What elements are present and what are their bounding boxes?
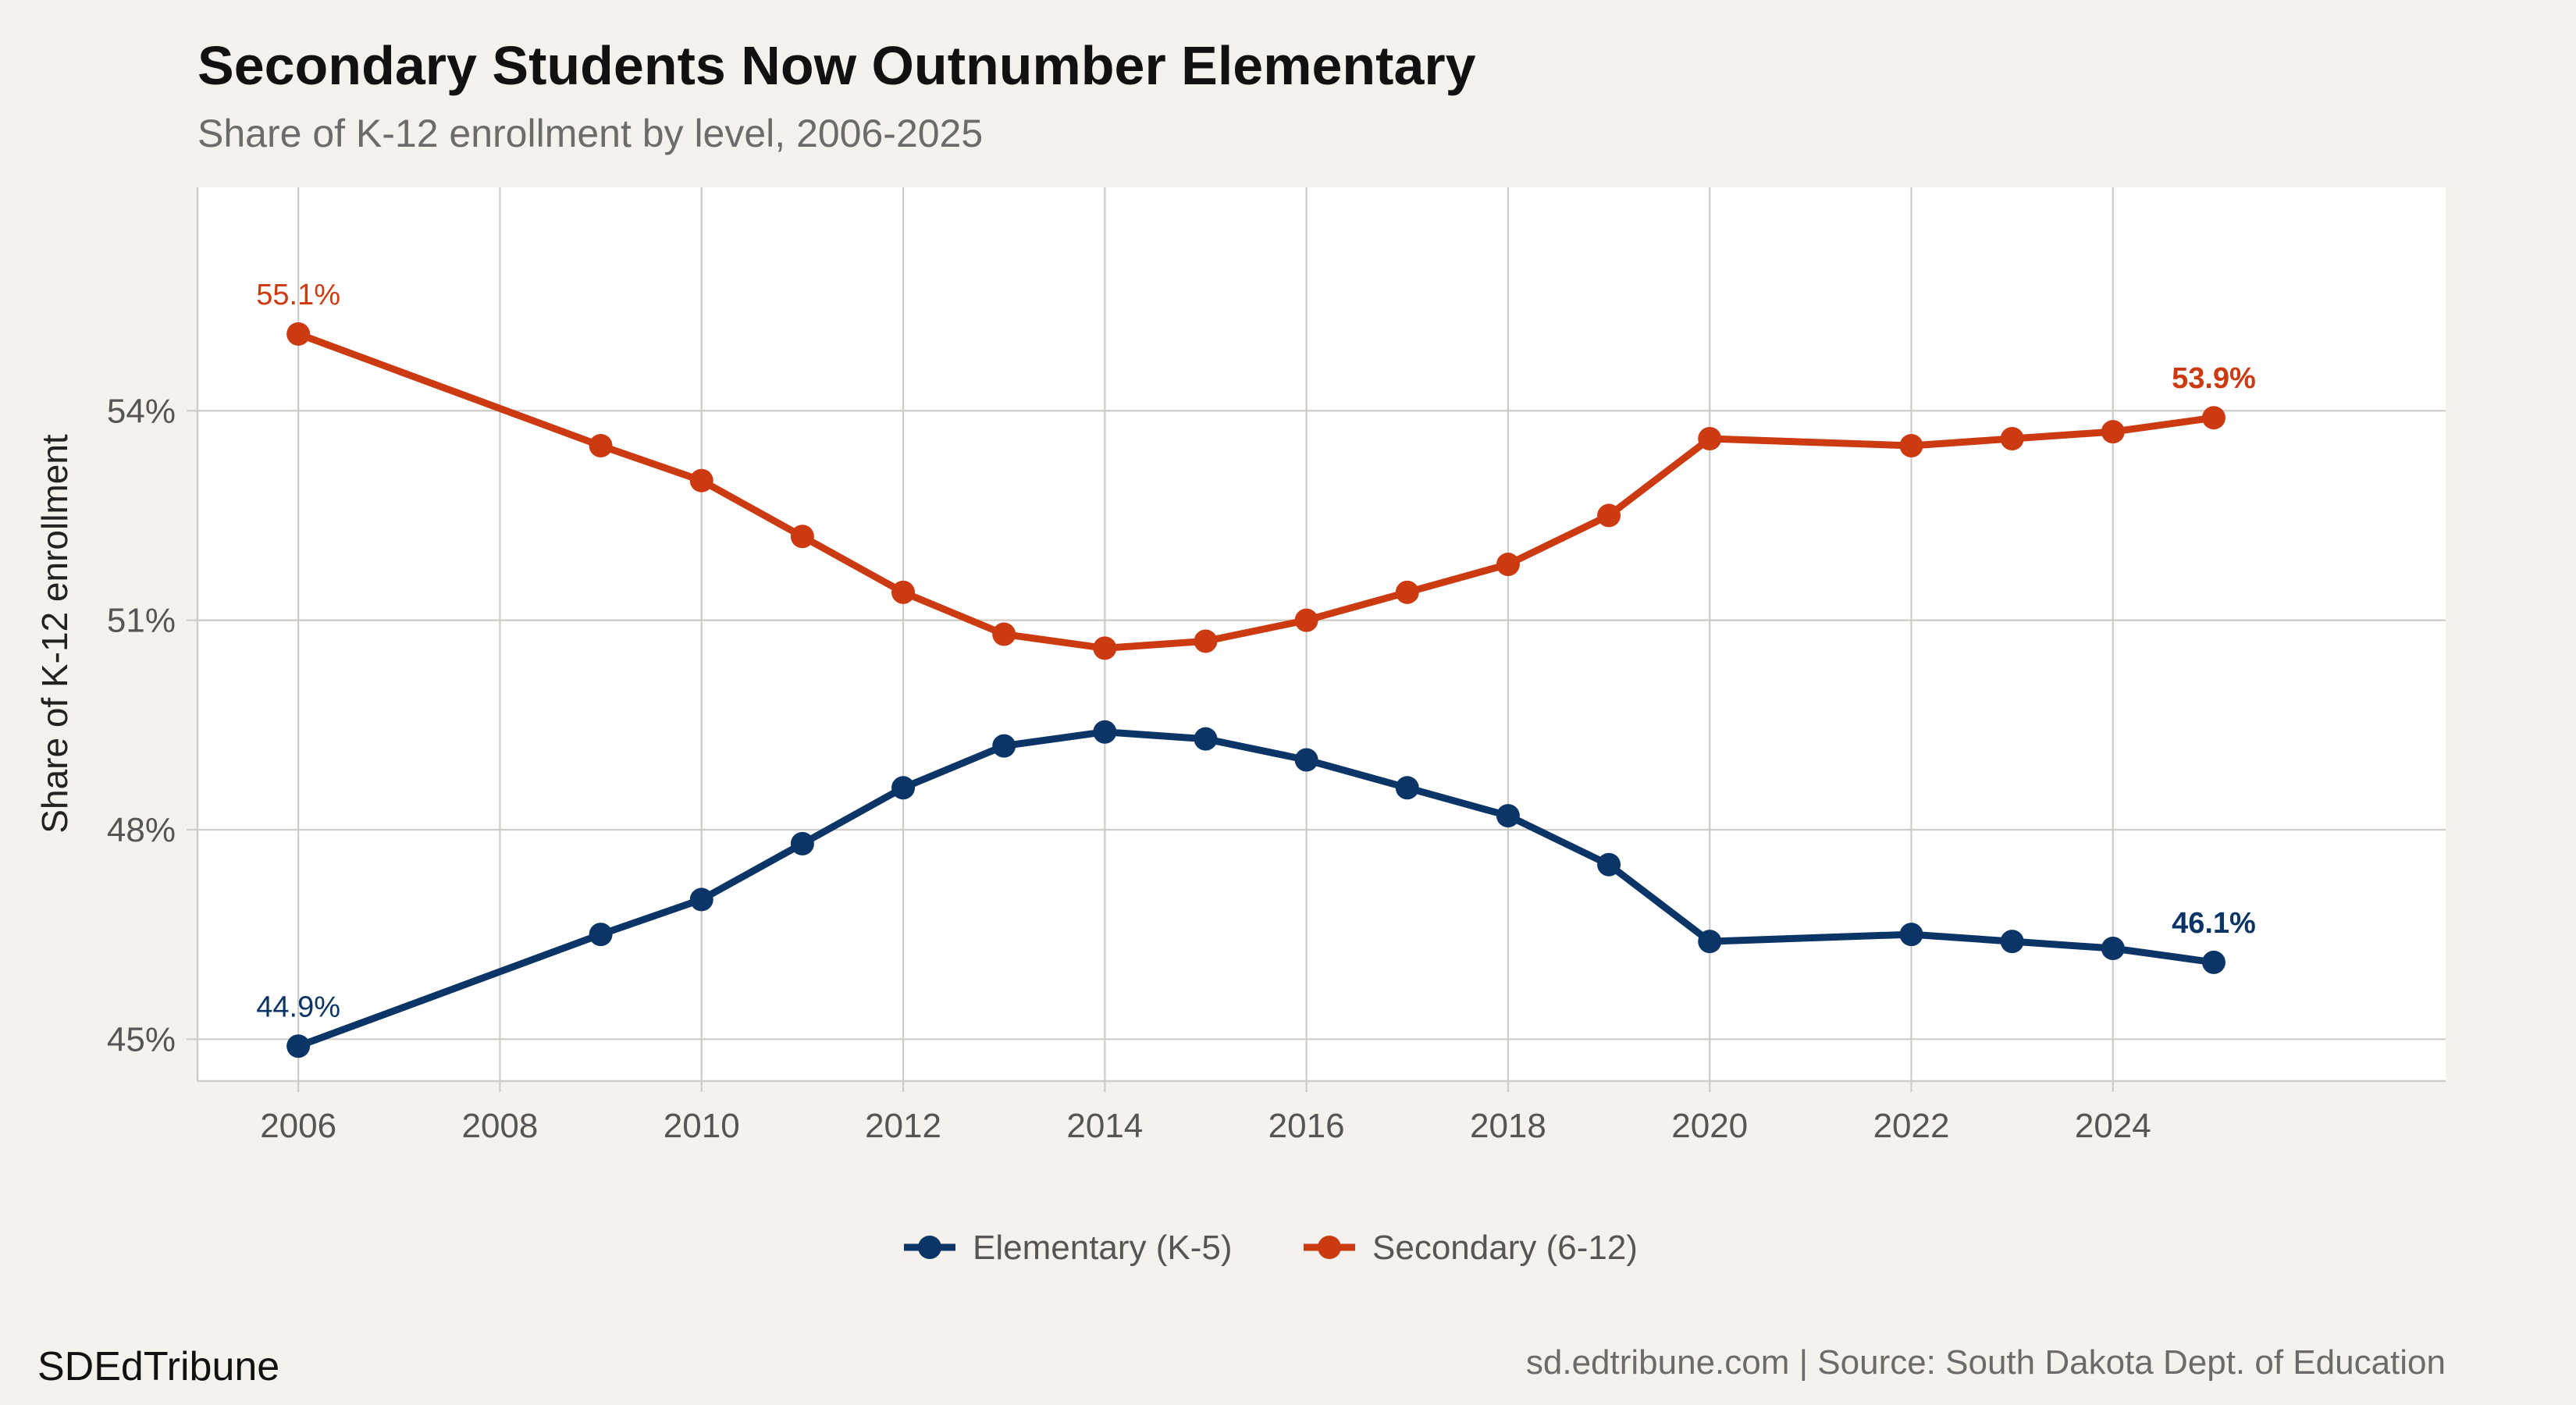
series-point-1	[1395, 580, 1419, 604]
series-point-0	[1294, 748, 1318, 772]
brand-name: SDEdTribune	[37, 1344, 279, 1389]
series-point-1	[1597, 503, 1621, 528]
series-point-1	[2101, 420, 2125, 444]
series-point-1	[1698, 427, 1722, 451]
series-point-0	[1899, 923, 1923, 947]
axes: 2006 2008 2010 2012 2014 2016 2018 2020 2022 2024…	[107, 187, 2446, 1145]
x-tick-label: 2012	[865, 1107, 941, 1145]
series-point-0	[589, 923, 613, 947]
x-tick-label: 2020	[1671, 1107, 1748, 1145]
series-point-0	[1093, 720, 1117, 744]
x-tick-label: 2014	[1066, 1107, 1143, 1145]
series-point-1	[1899, 433, 1923, 457]
data-labels: 44.9% 46.1% 55.1% 53.9%	[256, 279, 2256, 1023]
plot-panel	[197, 187, 2446, 1081]
x-tick-label: 2008	[461, 1107, 538, 1145]
data-label: 46.1%	[2172, 907, 2256, 940]
series-point-0	[689, 887, 713, 912]
series-point-1	[790, 525, 814, 549]
y-tick-label: 48%	[107, 811, 176, 849]
series-point-1	[1194, 629, 1218, 653]
series-point-1	[589, 433, 613, 457]
legend-label: Elementary (K-5)	[973, 1229, 1233, 1267]
series-point-1	[1496, 553, 1520, 577]
series-point-0	[286, 1034, 311, 1058]
series-layer	[286, 322, 2226, 1058]
legend: Elementary (K-5) Secondary (6-12)	[904, 1229, 1638, 1267]
y-tick-label: 51%	[107, 602, 176, 640]
chart-subtitle: Share of K-12 enrollment by level, 2006-…	[197, 112, 983, 155]
x-tick-label: 2024	[2075, 1107, 2151, 1145]
series-point-1	[992, 622, 1016, 646]
series-point-0	[1597, 852, 1621, 877]
y-tick-label: 54%	[107, 392, 176, 430]
series-point-1	[891, 580, 916, 604]
legend-key-point	[1318, 1236, 1341, 1259]
series-point-0	[790, 831, 814, 855]
x-tick-label: 2022	[1873, 1107, 1950, 1145]
x-tick-label: 2018	[1470, 1107, 1546, 1145]
grid-lines	[197, 187, 2446, 1081]
series-point-1	[286, 322, 311, 346]
series-point-1	[2201, 406, 2226, 430]
series-point-0	[1698, 930, 1722, 954]
series-point-0	[2101, 937, 2125, 961]
data-label: 55.1%	[256, 279, 340, 311]
series-point-0	[1194, 727, 1218, 751]
y-tick-label: 45%	[107, 1020, 176, 1058]
series-point-0	[2000, 930, 2024, 954]
source-note: sd.edtribune.com | Source: South Dakota …	[1526, 1343, 2446, 1382]
series-point-1	[1294, 608, 1318, 632]
series-point-0	[1395, 776, 1419, 800]
y-axis-title: Share of K-12 enrollment	[34, 434, 75, 834]
series-point-1	[689, 468, 713, 493]
legend-label: Secondary (6-12)	[1372, 1229, 1638, 1267]
data-label: 53.9%	[2172, 362, 2256, 395]
series-point-0	[891, 776, 916, 800]
x-tick-label: 2006	[260, 1107, 336, 1145]
series-point-1	[2000, 427, 2024, 451]
data-label: 44.9%	[256, 991, 340, 1023]
series-point-0	[1496, 804, 1520, 828]
legend-key-point	[918, 1236, 941, 1259]
series-point-0	[992, 734, 1016, 758]
series-point-1	[1093, 636, 1117, 660]
series-point-0	[2201, 950, 2226, 974]
x-tick-label: 2016	[1268, 1107, 1345, 1145]
x-tick-label: 2010	[664, 1107, 740, 1145]
chart-title: Secondary Students Now Outnumber Element…	[197, 35, 1476, 96]
